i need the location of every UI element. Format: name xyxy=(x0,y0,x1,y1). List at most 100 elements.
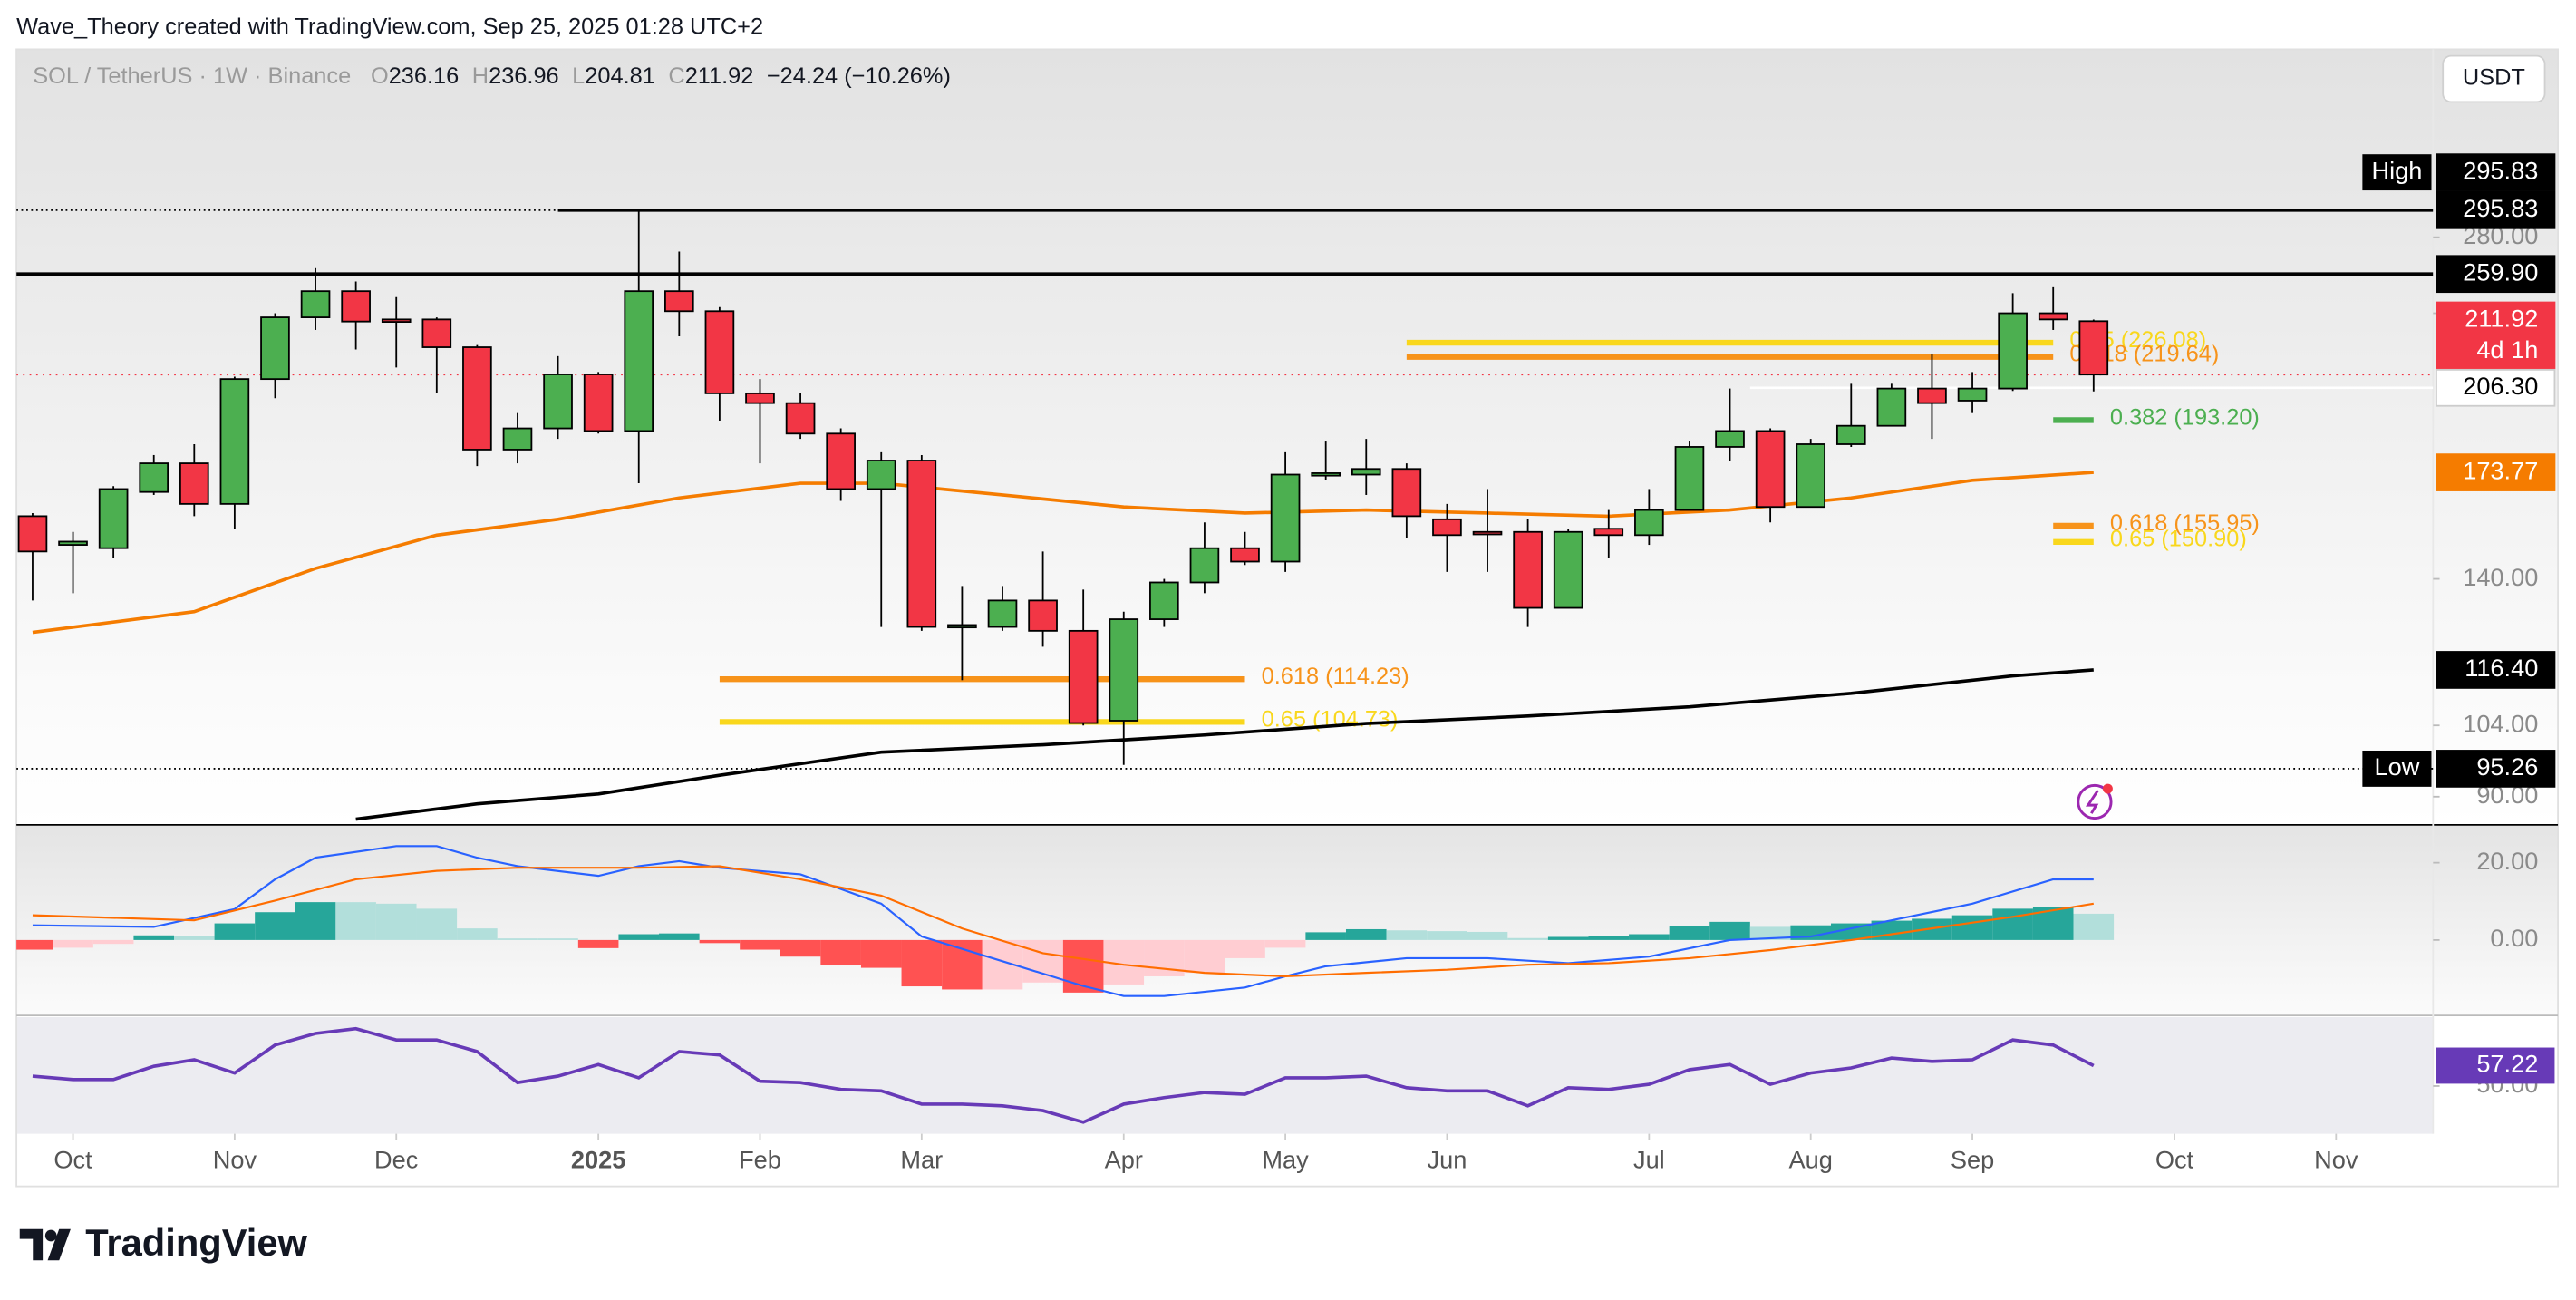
candle-body xyxy=(300,290,331,318)
price-marker xyxy=(2436,190,2556,229)
candle-body xyxy=(1109,618,1139,722)
price-marker xyxy=(2436,651,2556,689)
candle-body xyxy=(745,392,775,404)
price-marker-label: 259.90 xyxy=(2463,257,2538,286)
candle-body xyxy=(987,599,1018,628)
rsi-marker xyxy=(2436,1047,2555,1084)
quote-value: 211.92 xyxy=(685,63,754,89)
candle-body xyxy=(1189,547,1220,584)
histogram-bar xyxy=(255,912,295,940)
candle-body xyxy=(1796,443,1826,509)
x-tick-label: Nov xyxy=(2314,1146,2358,1174)
brand-logo xyxy=(19,1228,71,1261)
candle-body xyxy=(1149,581,1179,620)
candle-body xyxy=(1755,430,1786,509)
histogram-bar xyxy=(1345,928,1387,940)
histogram-bar xyxy=(1386,930,1428,940)
macd-line xyxy=(32,865,2094,978)
quote-line: SOL / TetherUS · 1W · Binance O236.16 H236… xyxy=(33,63,951,89)
quote-value: 236.16 xyxy=(389,63,460,89)
price-marker xyxy=(2436,368,2556,407)
histogram-bar xyxy=(577,939,619,948)
x-tick-label: Mar xyxy=(900,1146,943,1174)
candle-body xyxy=(543,374,573,430)
candle-body xyxy=(1270,473,1301,563)
fib-label: 0.382 (193.20) xyxy=(2110,404,2260,430)
price-marker-label: 95.26 xyxy=(2476,752,2538,781)
candle-body xyxy=(1674,446,1705,511)
x-tick-label: Sep xyxy=(1951,1146,1994,1174)
histogram-bar xyxy=(295,902,336,940)
axes: 280.00240.00140.00104.0090.0020.000.0050… xyxy=(53,153,2556,1174)
y-tick-label: 140.00 xyxy=(2463,563,2538,591)
candle-body xyxy=(2078,320,2109,376)
histogram-bar xyxy=(1264,939,1306,948)
quote-change: −24.24 (−10.26%) xyxy=(767,63,951,89)
candle-body xyxy=(1432,518,1462,537)
histogram-bar xyxy=(1992,908,2033,940)
macd-line xyxy=(32,845,2094,997)
histogram-bar xyxy=(1184,939,1225,974)
histogram-bar xyxy=(2073,913,2115,940)
histogram-bar xyxy=(1022,939,1063,983)
candle-body xyxy=(179,462,209,505)
candle-body xyxy=(1513,530,1543,609)
price-marker-label: 206.30 xyxy=(2463,372,2538,400)
histogram-bar xyxy=(1507,937,1548,940)
candle-body xyxy=(1028,599,1058,632)
quote-letter: L xyxy=(572,63,585,89)
histogram-bar xyxy=(537,938,578,940)
quote-value: 204.81 xyxy=(585,63,655,89)
histogram-bar xyxy=(133,935,175,940)
price-marker-label: 295.83 xyxy=(2463,194,2538,222)
candle-body xyxy=(98,488,129,549)
price-marker-sub: 4d 1h xyxy=(2476,335,2538,364)
candle-body xyxy=(381,318,412,323)
candle-body xyxy=(1230,547,1260,563)
rsi-plot xyxy=(32,1026,2095,1124)
currency-button[interactable] xyxy=(2442,54,2546,103)
x-tick-label: Dec xyxy=(374,1146,418,1174)
histogram-bar xyxy=(901,939,943,987)
histogram-bar xyxy=(92,939,134,945)
candle-body xyxy=(341,290,371,323)
histogram-bar xyxy=(942,939,983,990)
x-tick-label: Oct xyxy=(53,1146,92,1174)
histogram-bar xyxy=(1225,939,1265,958)
histogram-bar xyxy=(1427,931,1467,940)
candle-body xyxy=(1472,530,1503,536)
candle-body xyxy=(704,310,735,394)
alert-icon[interactable] xyxy=(2077,783,2113,820)
price-marker xyxy=(2436,750,2556,788)
currency-label[interactable]: USDT xyxy=(2463,65,2525,91)
y-tick-label: 0.00 xyxy=(2490,924,2538,952)
price-marker-tag xyxy=(2362,750,2432,787)
histogram-bar xyxy=(416,908,458,940)
candle-body xyxy=(583,374,614,432)
moving-average xyxy=(355,668,2094,821)
candle-body xyxy=(17,515,48,553)
y-tick-label: 104.00 xyxy=(2463,709,2538,737)
price-marker-label: 295.83 xyxy=(2463,156,2538,184)
histogram-bar xyxy=(1547,936,1589,940)
histogram-bar xyxy=(1669,926,1710,940)
rsi-marker-label: 57.22 xyxy=(2476,1050,2538,1078)
histogram-bar xyxy=(860,939,902,968)
histogram-bar xyxy=(335,902,376,940)
price-marker-label: 211.92 xyxy=(2465,305,2538,333)
price-marker-tag xyxy=(2362,154,2432,191)
price-marker xyxy=(2436,153,2556,191)
histogram-bar xyxy=(618,934,660,940)
candle-body xyxy=(664,290,694,313)
price-marker xyxy=(2436,453,2556,491)
histogram-bar xyxy=(1749,926,1791,940)
histogram-bar xyxy=(174,936,215,940)
candle-body xyxy=(139,462,169,493)
macd-plot xyxy=(16,845,2115,997)
candle-body xyxy=(1553,530,1583,609)
histogram-bar xyxy=(1062,939,1104,993)
histogram-bar xyxy=(740,939,780,950)
price-marker-tag-label: High xyxy=(2371,156,2422,184)
x-tick-label: Jun xyxy=(1428,1146,1467,1174)
